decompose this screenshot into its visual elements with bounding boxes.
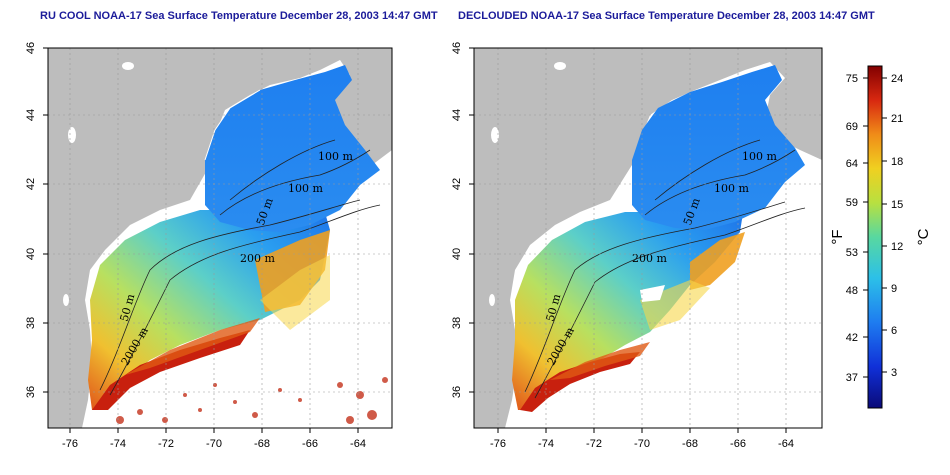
left-contour-100m-upper: 100 m xyxy=(318,150,353,163)
colorbar-c-12: 12 xyxy=(891,241,903,253)
right-ytick-42: 42 xyxy=(451,178,463,190)
right-ytick-40: 40 xyxy=(451,248,463,260)
left-red-speckles xyxy=(116,377,388,424)
left-gulf-of-maine xyxy=(205,65,380,232)
left-xtick-76: -76 xyxy=(62,438,78,450)
colorbar-gradient xyxy=(867,65,883,409)
right-shelf-water xyxy=(512,200,745,410)
right-xtick-66: -66 xyxy=(730,438,746,450)
colorbar-c-3: 3 xyxy=(891,367,897,379)
right-ytick-36: 36 xyxy=(451,386,463,398)
left-ytick-38: 38 xyxy=(25,317,37,329)
colorbar-c-24: 24 xyxy=(891,73,903,85)
right-ytick-46: 46 xyxy=(451,42,463,54)
colorbar-f-48: 48 xyxy=(846,285,858,297)
right-contour-100m-lower: 100 m xyxy=(714,182,749,195)
right-map-frame xyxy=(473,47,823,429)
right-land xyxy=(474,48,822,428)
colorbar-f-42: 42 xyxy=(846,332,858,344)
left-contour-100m-lower: 100 m xyxy=(288,182,323,195)
left-isobaths xyxy=(99,139,381,396)
colorbar-f-69: 69 xyxy=(846,121,858,133)
left-map: 100 m 100 m 50 m 200 m 50 m 2000 m xyxy=(25,42,393,450)
right-map-title: DECLOUDED NOAA-17 Sea Surface Temperatur… xyxy=(458,10,875,22)
colorbar-c-9: 9 xyxy=(891,283,897,295)
left-ytick-44: 44 xyxy=(25,109,37,121)
left-gulf-stream xyxy=(92,330,250,410)
right-xtick-64: -64 xyxy=(778,438,794,450)
colorbar-c-6: 6 xyxy=(891,325,897,337)
temperature-colorbar: 75 69 64 59 53 48 42 37 24 21 18 15 12 9… xyxy=(829,65,932,409)
right-ytick-38: 38 xyxy=(451,317,463,329)
colorbar-f-59: 59 xyxy=(846,197,858,209)
right-ytick-44: 44 xyxy=(451,109,463,121)
colorbar-unit-celsius: °C xyxy=(915,228,932,245)
right-contour-200m: 200 m xyxy=(632,252,667,265)
left-map-title: RU COOL NOAA-17 Sea Surface Temperature … xyxy=(40,10,438,22)
right-map: 100 m 100 m 50 m 200 m 50 m 2000 m xyxy=(451,42,823,450)
right-gulf-of-maine xyxy=(632,65,805,230)
left-graticule xyxy=(48,48,392,428)
left-ytick-36: 36 xyxy=(25,386,37,398)
left-map-frame xyxy=(47,47,393,429)
left-ytick-42: 42 xyxy=(25,178,37,190)
colorbar-f-37: 37 xyxy=(846,372,858,384)
colorbar-f-53: 53 xyxy=(846,247,858,259)
right-graticule xyxy=(474,48,822,428)
right-contour-100m-upper: 100 m xyxy=(742,150,777,163)
right-warm-slope xyxy=(690,232,745,290)
left-xtick-66: -66 xyxy=(302,438,318,450)
colorbar-c-18: 18 xyxy=(891,156,903,168)
left-xtick-72: -72 xyxy=(158,438,174,450)
left-xtick-74: -74 xyxy=(110,438,126,450)
right-xtick-70: -70 xyxy=(634,438,650,450)
right-gulf-stream xyxy=(520,352,640,412)
colorbar-c-21: 21 xyxy=(891,113,903,125)
left-land xyxy=(48,48,392,428)
right-isobaths xyxy=(524,139,806,399)
colorbar-c-15: 15 xyxy=(891,199,903,211)
colorbar-f-64: 64 xyxy=(846,158,858,170)
left-xtick-64: -64 xyxy=(350,438,366,450)
left-xtick-70: -70 xyxy=(206,438,222,450)
colorbar-unit-fahrenheit: °F xyxy=(829,229,846,244)
right-xtick-68: -68 xyxy=(682,438,698,450)
left-contour-200m: 200 m xyxy=(240,252,275,265)
colorbar-f-75: 75 xyxy=(846,73,858,85)
right-xtick-76: -76 xyxy=(490,438,506,450)
left-ytick-40: 40 xyxy=(25,248,37,260)
left-shelf-water xyxy=(88,195,330,410)
right-xtick-74: -74 xyxy=(538,438,554,450)
right-xtick-72: -72 xyxy=(586,438,602,450)
left-ytick-46: 46 xyxy=(25,42,37,54)
left-xtick-68: -68 xyxy=(254,438,270,450)
